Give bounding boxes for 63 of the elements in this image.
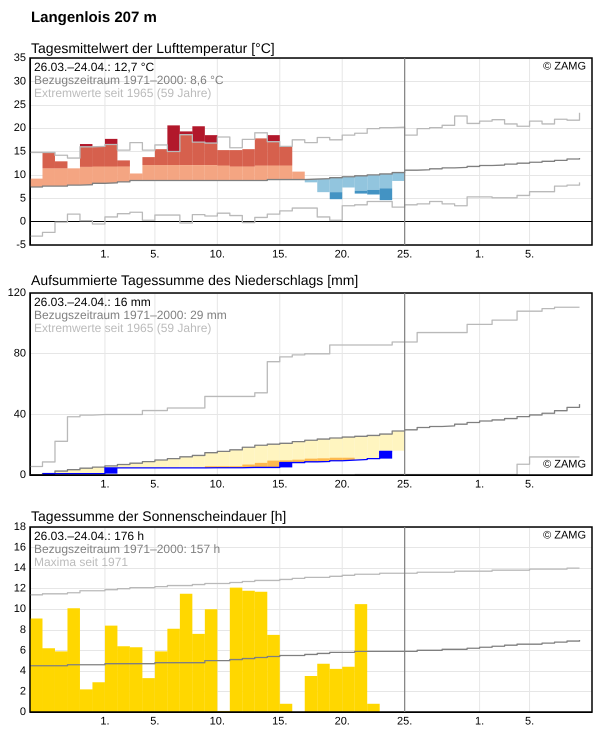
y-tick-label: 35 <box>14 52 26 64</box>
y-tick-label: 30 <box>14 75 26 88</box>
y-tick-label: -5 <box>16 239 26 251</box>
y-tick-label: 120 <box>8 287 26 299</box>
x-tick-label: 25. <box>397 478 412 490</box>
x-tick-label: 10. <box>210 478 225 490</box>
annotation: Maxima seit 1971 <box>34 555 128 569</box>
y-tick-label: 5 <box>20 192 26 204</box>
x-tick-label: 25. <box>397 716 412 728</box>
x-tick-label: 1. <box>100 716 110 728</box>
x-tick-label: 5. <box>150 248 160 260</box>
y-tick-label: 18 <box>14 521 26 533</box>
chart-title: Tagessumme der Sonnenscheindauer [h] <box>31 508 286 524</box>
y-tick-label: 15 <box>14 146 26 158</box>
y-tick-label: 0 <box>20 706 26 718</box>
annotation: Extremwerte seit 1965 (59 Jahre) <box>34 86 212 100</box>
x-tick-label: 1. <box>475 716 484 728</box>
y-tick-label: 4 <box>20 664 26 677</box>
x-tick-label: 20. <box>334 248 350 260</box>
x-tick-label: 15. <box>272 248 288 260</box>
x-tick-label: 25. <box>397 248 412 260</box>
annotation: 26.03.–24.04.: 176 h <box>34 529 144 543</box>
y-tick-label: 0 <box>20 216 26 228</box>
y-tick-label: 40 <box>14 408 26 420</box>
y-tick-label: 12 <box>14 582 26 595</box>
chart-subtitle: Tagesmittelwert der Lufttemperatur [°C] <box>31 40 275 56</box>
y-tick-label: 16 <box>14 542 26 554</box>
x-tick-label: 10. <box>210 716 225 728</box>
x-tick-label: 5. <box>524 716 534 728</box>
y-tick-label: 10 <box>14 603 26 616</box>
annotation: Extremwerte seit 1965 (59 Jahre) <box>34 321 212 335</box>
x-tick-label: 5. <box>524 478 534 490</box>
annotation: 26.03.–24.04.: 16 mm <box>34 295 151 309</box>
chart-title: Langenlois 207 m <box>31 9 157 26</box>
x-tick-label: 5. <box>150 478 160 490</box>
annotation: Bezugszeitraum 1971–2000: 157 h <box>34 542 220 556</box>
x-tick-label: 20. <box>334 478 350 490</box>
x-tick-label: 1. <box>100 248 110 260</box>
y-tick-label: 10 <box>14 168 26 181</box>
annotation: © ZAMG <box>543 530 586 542</box>
x-tick-label: 20. <box>334 716 350 728</box>
y-tick-label: 6 <box>20 644 26 656</box>
y-tick-label: 14 <box>14 562 26 574</box>
x-tick-label: 5. <box>524 248 534 260</box>
y-tick-label: 25 <box>14 98 26 111</box>
y-tick-label: 80 <box>14 348 26 360</box>
x-tick-label: 1. <box>475 248 484 260</box>
y-tick-label: 0 <box>20 469 26 481</box>
x-tick-label: 1. <box>475 478 484 490</box>
y-tick-label: 20 <box>14 122 26 134</box>
y-tick-label: 8 <box>20 624 26 636</box>
x-tick-label: 15. <box>272 478 288 490</box>
x-tick-label: 10. <box>210 248 225 260</box>
annotation: Bezugszeitraum 1971–2000: 29 mm <box>34 308 227 322</box>
x-tick-label: 15. <box>272 716 288 728</box>
annotation: Bezugszeitraum 1971–2000: 8,6 °C <box>34 73 224 87</box>
x-tick-label: 5. <box>150 716 160 728</box>
chart-title: Aufsummierte Tagessumme des Niederschlags [mm] <box>31 272 358 288</box>
annotation: © ZAMG <box>543 458 586 470</box>
x-tick-label: 1. <box>100 478 110 490</box>
y-tick-label: 2 <box>20 685 26 698</box>
annotation: © ZAMG <box>543 60 586 72</box>
annotation: 26.03.–24.04.: 12,7 °C <box>34 60 155 74</box>
